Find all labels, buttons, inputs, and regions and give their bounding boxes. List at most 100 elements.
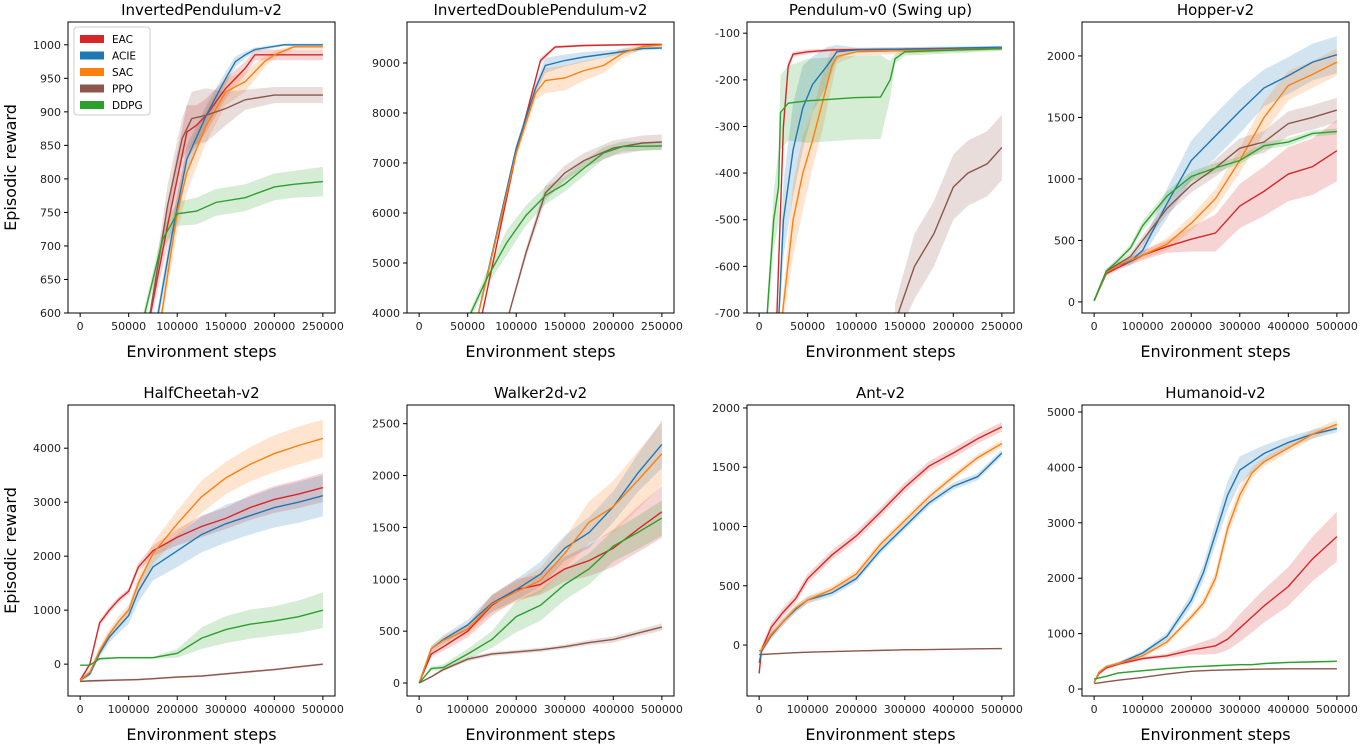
legend-label-sac: SAC (112, 67, 133, 79)
y-tick-label: 1000 (372, 573, 400, 586)
chart-3: 0 100000 200000 300000 400000 500000 0 500 1000 1… (1047, 1, 1358, 361)
band-sac (1094, 48, 1337, 302)
chart-title: Humanoid-v2 (1165, 384, 1265, 402)
x-axis-label: Environment steps (126, 725, 276, 744)
y-tick-label: -400 (715, 167, 740, 180)
y-tick-label: -500 (715, 214, 740, 227)
x-axis-label: Environment steps (1140, 725, 1290, 744)
x-tick-label: 0 (1091, 703, 1098, 716)
series-line-ddpg (470, 145, 662, 313)
x-tick-label: 100000 (787, 703, 829, 716)
series-line-ddpg (1093, 660, 1337, 680)
series-line-sac (161, 46, 323, 313)
series-line-sac (477, 44, 662, 313)
series-line-eac (79, 486, 324, 681)
x-tick-label: 400000 (1267, 320, 1309, 333)
y-tick-label: 500 (379, 625, 400, 638)
x-tick-label: 150000 (544, 320, 586, 333)
y-tick-label: 9000 (372, 57, 400, 70)
y-tick-label: 4000 (1047, 461, 1075, 474)
legend-label-ppo: PPO (112, 84, 133, 96)
x-axis-label: Environment steps (465, 725, 615, 744)
series-line-eac (758, 426, 1003, 674)
band-ddpg (469, 141, 662, 313)
y-tick-label: 6000 (372, 207, 400, 220)
series-line-ppo (1094, 668, 1337, 685)
axes-frame (746, 404, 1015, 697)
band-ddpg (143, 166, 323, 313)
y-tick-label: 0 (393, 677, 400, 690)
chart-title: Walker2d-v2 (494, 384, 587, 402)
plot-area (469, 43, 662, 313)
y-tick-label: 0 (54, 658, 61, 671)
series-line-sac (758, 442, 1003, 652)
chart-4: 0 100000 200000 300000 400000 500000 0 1000 2000… (1, 384, 344, 744)
series-line-ddpg (418, 517, 663, 684)
y-tick-label: 1000 (712, 520, 740, 533)
x-tick-label: 300000 (1219, 320, 1261, 333)
series-line-sac (1093, 423, 1338, 683)
x-tick-label: 150000 (205, 320, 247, 333)
y-tick-label: 650 (40, 273, 61, 286)
legend-swatch-sac (80, 68, 104, 76)
x-tick-label: 100000 (495, 320, 537, 333)
series-line-sac (1093, 61, 1338, 301)
y-tick-label: 8000 (372, 107, 400, 120)
x-tick-label: 100000 (835, 320, 877, 333)
chart-6: 0 100000 200000 300000 400000 500000 0 500 1000 1… (712, 384, 1023, 744)
y-tick-label: 700 (40, 240, 61, 253)
y-tick-label: 4000 (33, 442, 61, 455)
y-tick-label: 950 (40, 72, 61, 85)
legend-label-ddpg: DDPG (112, 100, 143, 112)
band-ddpg (80, 592, 323, 666)
x-tick-label: 50000 (790, 320, 825, 333)
y-tick-label: -300 (715, 120, 740, 133)
y-tick-label: 7000 (372, 157, 400, 170)
chart-5: 0 100000 200000 300000 400000 500000 0 500 1000 1… (372, 384, 683, 744)
x-tick-label: 300000 (544, 703, 586, 716)
band-ppo (419, 623, 662, 684)
x-tick-label: 100000 (1122, 320, 1164, 333)
y-tick-label: 1000 (33, 39, 61, 52)
chart-title: Hopper-v2 (1177, 1, 1254, 19)
axes-frame (67, 404, 336, 697)
legend-label-acie: ACIE (112, 51, 136, 63)
series-line-eac (776, 47, 1002, 313)
series-line-acie (778, 46, 1002, 313)
x-axis-label: Environment steps (465, 342, 615, 361)
x-tick-label: 300000 (205, 703, 247, 716)
plot-area (143, 43, 323, 313)
y-tick-label: 4000 (372, 307, 400, 320)
y-tick-label: 1500 (372, 521, 400, 534)
legend: EAC ACIE SAC PPO DDPG (73, 26, 151, 116)
x-tick-label: 0 (416, 703, 423, 716)
y-tick-label: 0 (1068, 683, 1075, 696)
chart-title: HalfCheetah-v2 (143, 384, 259, 402)
x-tick-label: 100000 (1122, 703, 1164, 716)
band-ddpg (766, 46, 1002, 313)
y-tick-label: 2000 (372, 470, 400, 483)
legend-swatch-ddpg (80, 101, 104, 109)
x-axis-label: Environment steps (126, 342, 276, 361)
x-tick-label: 200000 (495, 703, 537, 716)
axes-frame (406, 21, 675, 314)
x-axis-label: Environment steps (805, 342, 955, 361)
plot-area (1093, 36, 1338, 302)
chart-1: 0 50000 100000 150000 200000 250000 4000 5000 60… (372, 1, 683, 361)
y-tick-label: 2000 (1047, 572, 1075, 585)
chart-7: 0 100000 200000 300000 400000 500000 0 1000 2000… (1047, 384, 1358, 744)
series-line-eac (1093, 150, 1338, 301)
y-tick-label: 5000 (372, 257, 400, 270)
x-tick-label: 0 (77, 320, 84, 333)
plot-area (79, 419, 324, 683)
series-line-ppo (418, 626, 663, 684)
series-line-ppo (149, 94, 323, 313)
series-line-acie (79, 495, 324, 681)
chart-title: Pendulum-v0 (Swing up) (789, 1, 972, 19)
y-tick-label: 600 (40, 307, 61, 320)
series-line-ddpg (1093, 130, 1337, 301)
x-tick-label: 200000 (932, 320, 974, 333)
axes-frame (1081, 404, 1350, 697)
x-tick-label: 400000 (932, 703, 974, 716)
series-line-sac (79, 437, 324, 681)
